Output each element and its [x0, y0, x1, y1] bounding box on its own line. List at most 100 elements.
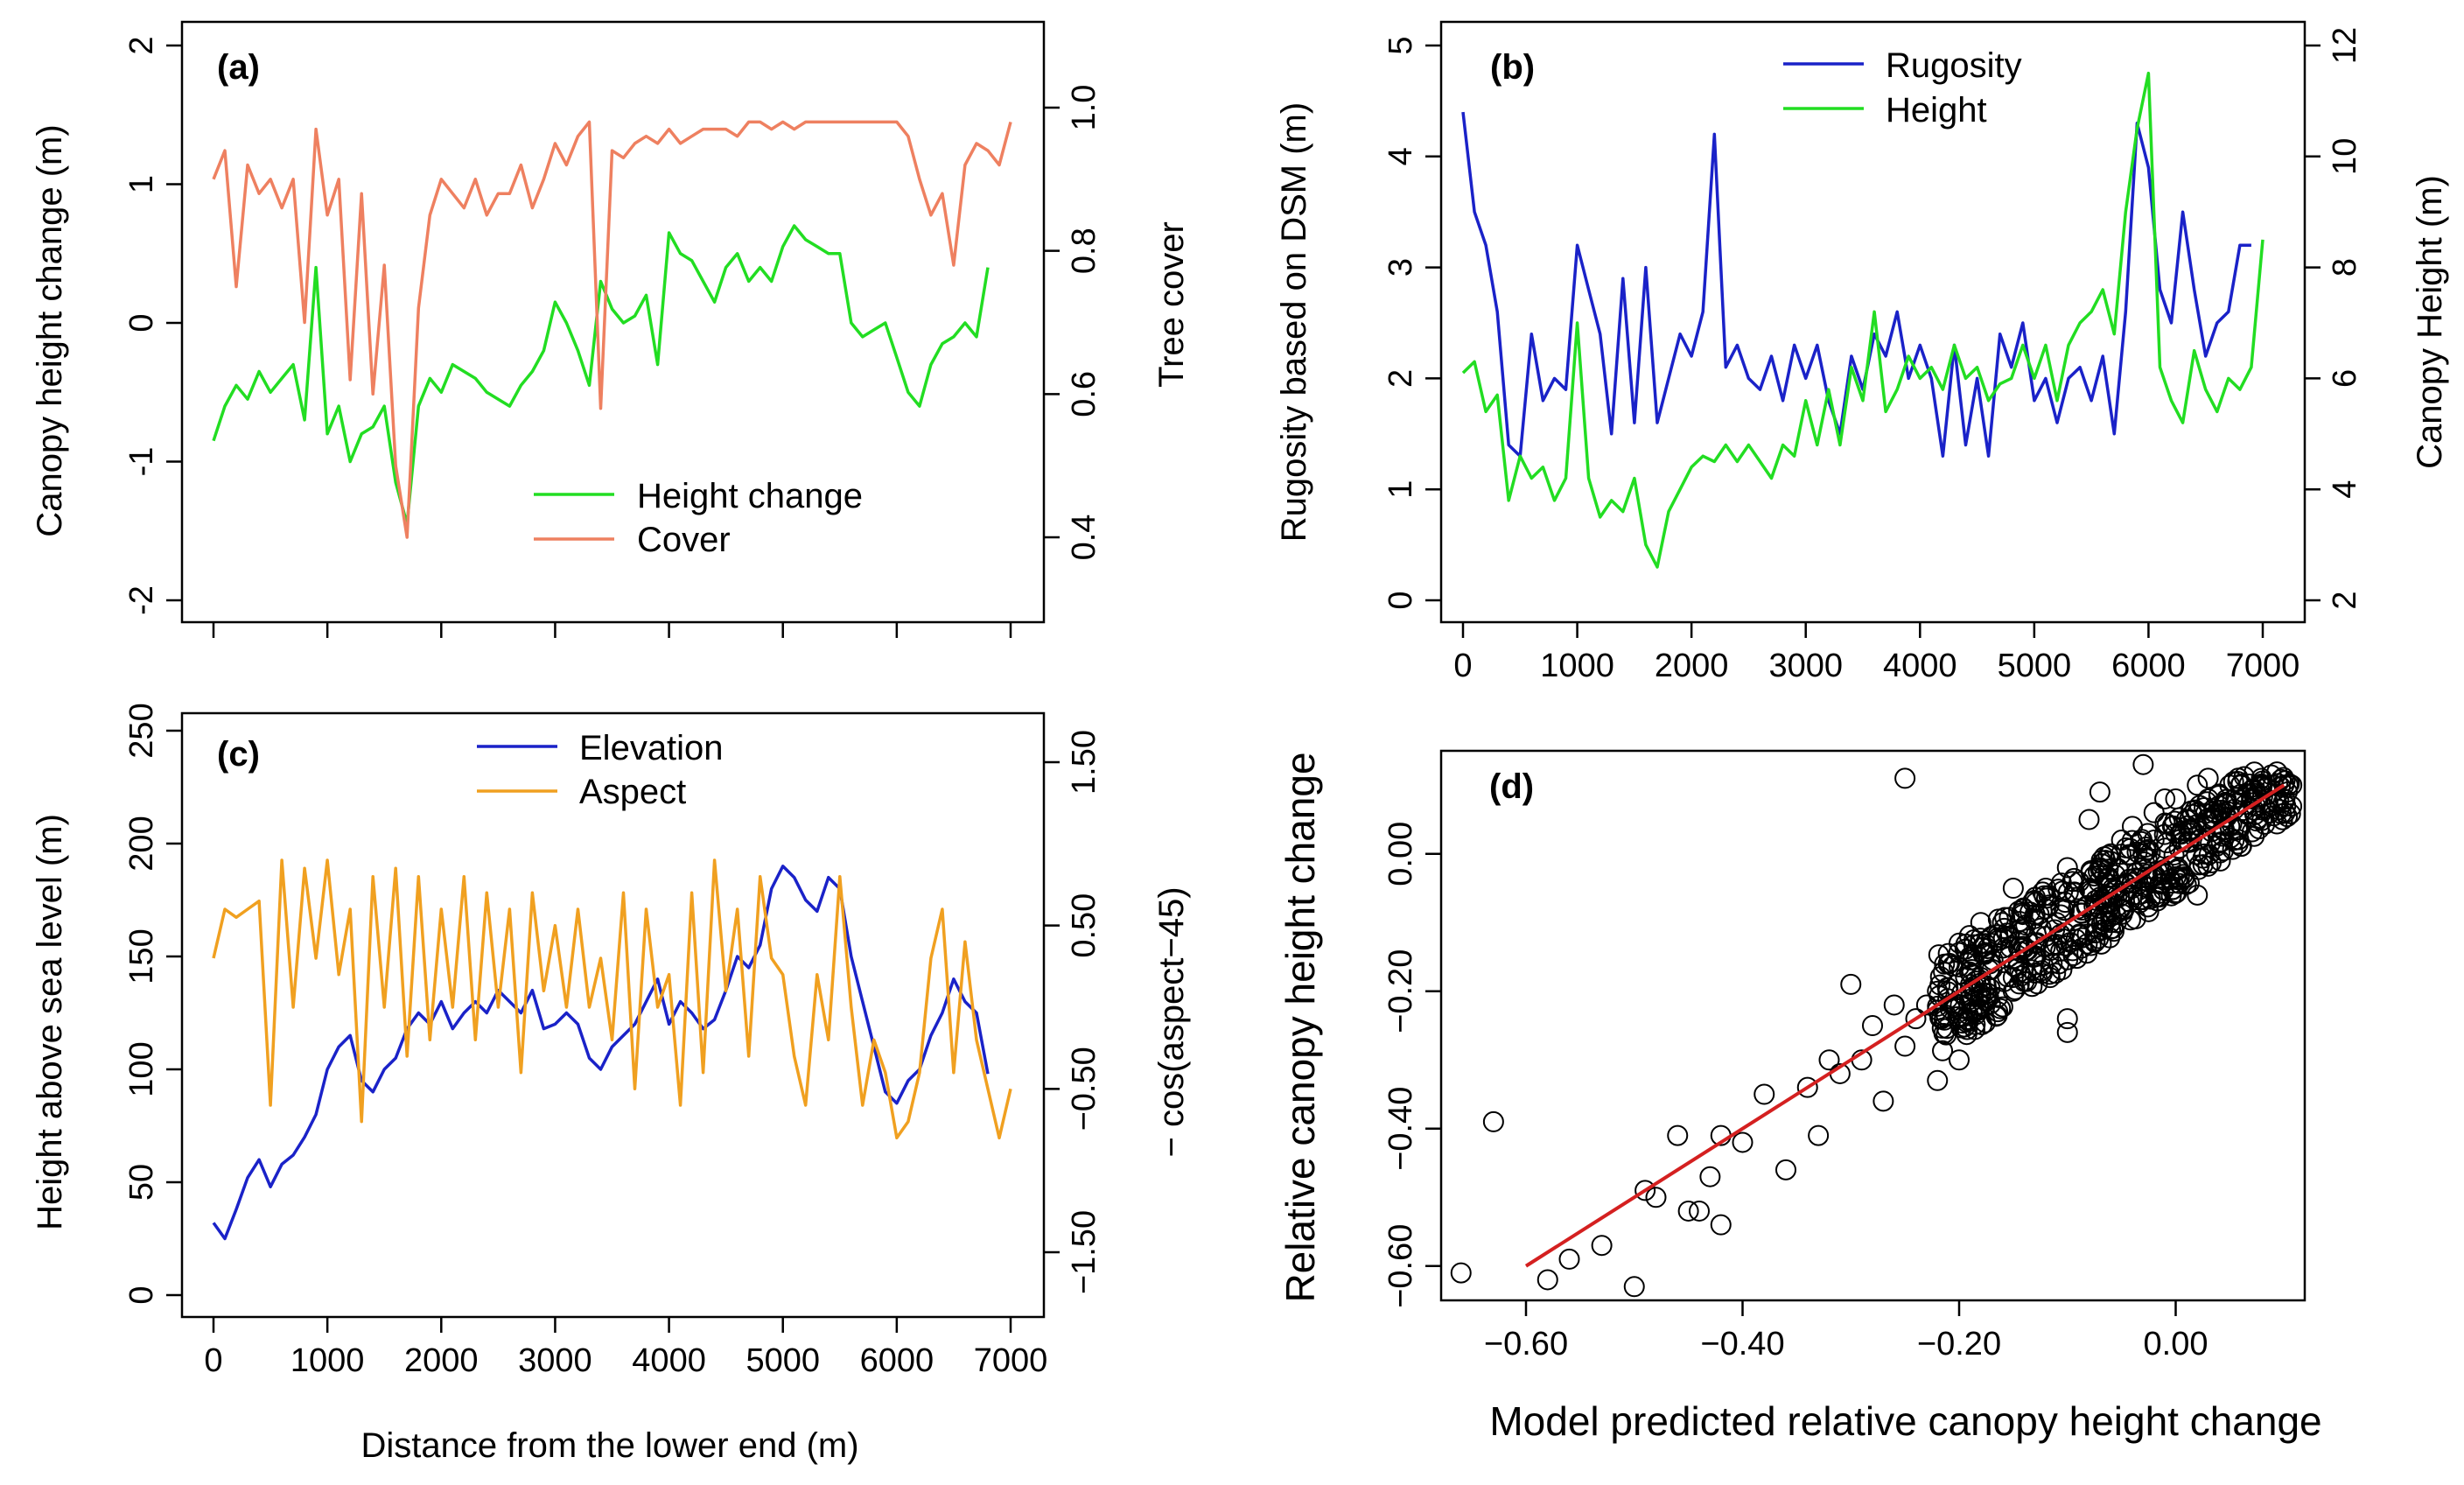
panel-d-point-0 [1450, 1262, 1472, 1284]
panel-d-point-4 [1591, 1235, 1613, 1257]
panel-b-legend-label-0: Rugosity [1886, 46, 2022, 85]
panel-c-y2label: − cos(aspect−45) [1152, 886, 1191, 1157]
panel-d-cloud-point-261 [2055, 935, 2077, 956]
panel-d-point-57 [2143, 802, 2165, 823]
panel-d-cloud-point-450 [2024, 904, 2046, 926]
panel-c-xtick-label-5: 5000 [746, 1342, 820, 1379]
panel-d-cloud-point-269 [2044, 919, 2066, 941]
panel-d-cloud-point-462 [2188, 858, 2209, 880]
panel-d-ytick-label-3: 0.00 [1382, 822, 1419, 886]
panel-d-cloud-point-378 [2110, 844, 2132, 865]
panel-d-point-32 [1949, 1049, 1970, 1071]
panel-d-point-45 [2056, 1021, 2078, 1043]
panel-d-cloud-point-467 [2260, 764, 2282, 786]
panel-d-cloud-point-229 [1932, 1040, 1954, 1061]
panel-b-series-height [1461, 71, 2264, 569]
panel-c-ytick-label-0: 0 [123, 1285, 160, 1304]
panel-d-cloud-point-406 [2279, 802, 2301, 824]
panel-b-y2tick-label-5: 12 [2327, 27, 2363, 64]
panel-d-cloud-point-492 [2265, 791, 2287, 813]
panel-d-cloud-point-465 [2210, 831, 2232, 853]
panel-d-cloud-point-455 [1934, 953, 1956, 975]
panel-d-point-21 [1840, 973, 1862, 995]
panel-b-y2tick-label-4: 10 [2327, 138, 2363, 175]
panel-a-ytick-label-4: 2 [123, 36, 160, 54]
panel-d-cloud-point-405 [2009, 941, 2031, 963]
panel-d-point-24 [1872, 1090, 1894, 1112]
panel-d-cloud-point-498 [2241, 821, 2263, 843]
panel-d-cloud-point-483 [2039, 963, 2061, 985]
panel-a-y2tick-label-0: 0.4 [1066, 515, 1102, 561]
panel-d-cloud-point-408 [2162, 879, 2184, 900]
panel-c-ytick-label-5: 250 [123, 703, 160, 758]
panel-d-point-38 [2002, 878, 2024, 899]
panel-a-y2tick-label-3: 1.0 [1066, 85, 1102, 131]
panel-d-point-9 [1677, 1200, 1699, 1222]
panel-a-series-cover [212, 120, 1012, 539]
panel-d-cloud-point-401 [2097, 858, 2119, 880]
panel-c-ytick-label-4: 200 [123, 816, 160, 871]
panel-d-point-10 [1689, 1200, 1710, 1222]
panel-d-point-18 [1808, 1124, 1830, 1146]
panel-d-cloud-point-491 [2278, 773, 2300, 795]
panel-b-xtick-label-0: 0 [1453, 648, 1472, 684]
panel-b-series-rugosity [1461, 111, 2251, 458]
panel-d-point-17 [1796, 1076, 1818, 1098]
panel-b-xtick-label-1: 1000 [1540, 648, 1614, 684]
panel-b-xtick-label-5: 5000 [1998, 648, 2072, 684]
panel-d-point-78 [2056, 1008, 2078, 1030]
panel-c-legend-label-0: Elevation [579, 729, 724, 767]
panel-c-series-aspect [212, 858, 1012, 1140]
panel-d-cloud-point-459 [2241, 780, 2263, 802]
panel-b-y2tick-label-2: 6 [2327, 369, 2363, 388]
panel-d-cloud-point-313 [2222, 838, 2244, 860]
panel-a-y2tick-label-1: 0.6 [1066, 371, 1102, 417]
panel-d-cloud-point-446 [2220, 827, 2242, 849]
panel-d-cloud-point-511 [2098, 866, 2120, 888]
panel-c-xtick-label-6: 6000 [860, 1342, 934, 1379]
panel-d-cloud-point-487 [2138, 838, 2160, 860]
panel-c-xtick-label-3: 3000 [518, 1342, 592, 1379]
panel-d-point-81 [2197, 767, 2219, 789]
panel-d-cloud-point-453 [2100, 851, 2122, 872]
panel-b-xtick-label-2: 2000 [1655, 648, 1729, 684]
panel-c-y2tick-label-3: 1.50 [1066, 730, 1102, 795]
panel-b-ytick-label-1: 1 [1382, 480, 1419, 499]
panel-d-cloud-point-326 [1936, 1005, 1957, 1026]
panel-d-point-73 [2089, 781, 2110, 803]
panel-d-cloud-point-381 [2016, 970, 2038, 992]
panel-c-y2tick-label-1: −0.50 [1066, 1047, 1102, 1131]
panel-d-point-5 [1623, 1276, 1645, 1298]
panel-d-cloud-point-473 [1987, 924, 2009, 946]
panel-c-label: (c) [217, 735, 260, 774]
panel-d-point-2 [1536, 1269, 1558, 1291]
panel-c-ytick-label-3: 150 [123, 928, 160, 984]
panel-a-ytick-label-1: -1 [123, 447, 160, 477]
panel-b-y2tick-label-3: 8 [2327, 258, 2363, 277]
panel-d-cloud-point-363 [1936, 1018, 1958, 1040]
panel-d-point-80 [1927, 1069, 1949, 1091]
panel-d-cloud-point-445 [1964, 1013, 1986, 1035]
panel-d-cloud-point-398 [1977, 937, 1998, 959]
panel-d-cloud-point-469 [2057, 881, 2079, 903]
panel-d-cloud-point-394 [2063, 882, 2085, 904]
panel-c-xtick-label-7: 7000 [974, 1342, 1048, 1379]
panel-d-ytick-label-2: −0.20 [1382, 949, 1419, 1033]
panel-d-point-26 [1894, 767, 1916, 789]
panel-d-cloud-point-500 [2201, 808, 2222, 830]
panel-d-points [1450, 753, 2303, 1298]
panel-c-legend-label-1: Aspect [579, 773, 686, 811]
panel-d-cloud-point-452 [2271, 803, 2292, 825]
panel-d-cloud-point-311 [2004, 978, 2026, 1000]
panel-a-ytick-label-0: -2 [123, 585, 160, 615]
panel-c-xtick-label-1: 1000 [290, 1342, 365, 1379]
panel-d-cloud-point-415 [1930, 1008, 1952, 1030]
panel-d-cloud-point-468 [2071, 900, 2093, 921]
panel-d-point-11 [1699, 1166, 1721, 1187]
panel-d-point-59 [2154, 788, 2176, 809]
panel-d-cloud-point-412 [2011, 902, 2033, 924]
panel-d-cloud-point-403 [2230, 773, 2252, 795]
panel-d-cloud-point-425 [2230, 836, 2252, 858]
